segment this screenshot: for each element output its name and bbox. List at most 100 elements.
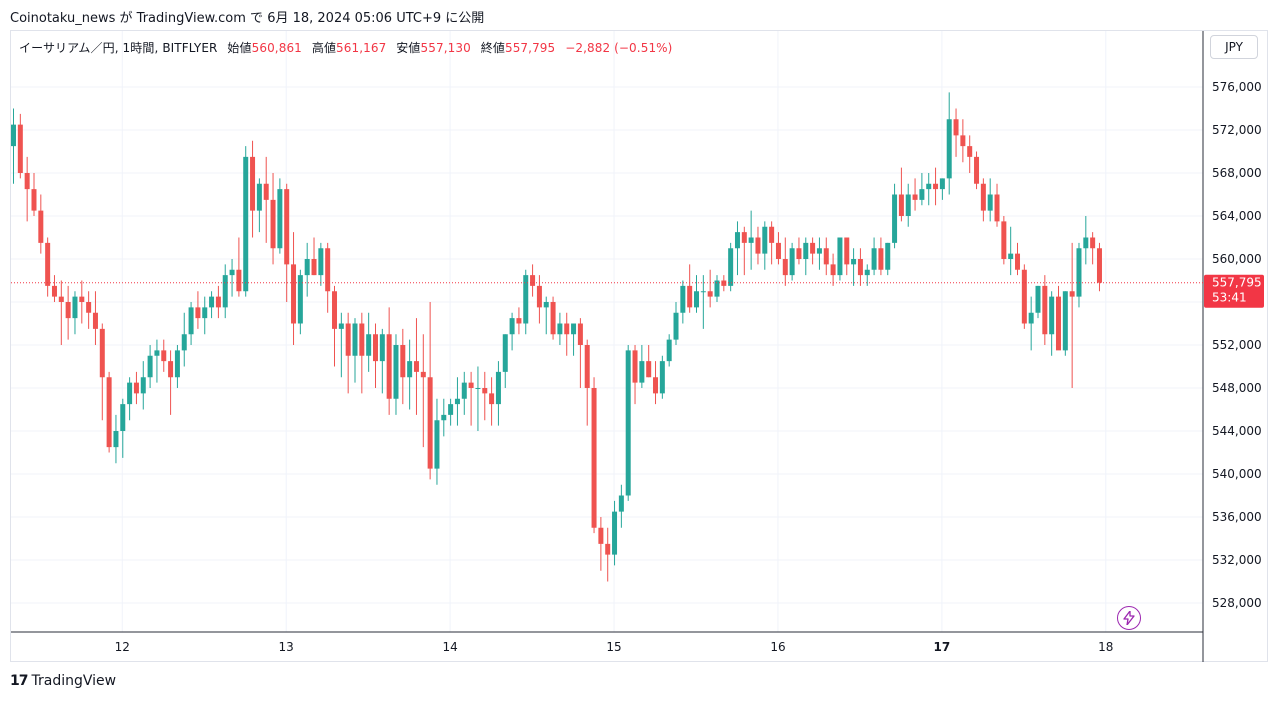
candle-body — [359, 323, 365, 356]
candle-body — [38, 210, 44, 243]
candle-body — [878, 248, 884, 270]
candle-body — [154, 350, 160, 356]
candle-body — [24, 173, 30, 190]
candle-body — [1083, 237, 1089, 249]
candle-body — [543, 302, 549, 308]
candle-body — [1035, 285, 1041, 313]
candle-body — [243, 156, 249, 292]
candle-body — [666, 339, 672, 362]
candle-body — [140, 377, 146, 394]
low-value: 557,130 — [420, 41, 471, 55]
candle-body — [564, 323, 570, 335]
currency-button[interactable]: JPY — [1210, 35, 1258, 59]
candle-body — [557, 323, 563, 335]
candle-body — [297, 275, 303, 324]
candle-body — [311, 259, 317, 276]
close-label: 終値 — [480, 41, 505, 55]
last-price-text: 557,795 — [1212, 276, 1262, 290]
footer-brand[interactable]: 17 TradingView — [10, 673, 116, 689]
candle-body — [407, 361, 413, 378]
candle-body — [1015, 253, 1021, 270]
candle-body — [188, 307, 194, 335]
candle-body — [284, 189, 290, 265]
candle-body — [653, 377, 659, 394]
high-label: 高値 — [311, 41, 337, 55]
candle-body — [659, 361, 665, 394]
candle-body — [905, 194, 911, 216]
y-tick-label: 564,000 — [1212, 209, 1262, 223]
candle-body — [974, 156, 980, 184]
lightning-icon[interactable] — [1117, 606, 1141, 630]
candle-body — [127, 382, 133, 405]
candle-body — [530, 275, 536, 286]
y-tick-label: 576,000 — [1212, 80, 1262, 94]
candle-body — [372, 334, 378, 362]
x-tick-label: 16 — [770, 640, 785, 654]
candle-body — [99, 328, 105, 378]
candle-body — [133, 382, 139, 394]
candle-body — [728, 248, 734, 286]
candle-body — [51, 285, 57, 297]
candle-body — [885, 242, 891, 270]
candle-body — [1021, 269, 1027, 324]
candle-body — [45, 242, 51, 286]
candle-body — [181, 334, 187, 351]
candle-body — [72, 296, 78, 319]
candle-body — [844, 237, 850, 265]
candle-body — [748, 237, 754, 243]
candle-body — [113, 431, 119, 448]
candle-body — [694, 291, 699, 308]
y-tick-label: 552,000 — [1212, 338, 1262, 352]
candle-body — [707, 291, 713, 297]
candle-body — [489, 393, 495, 405]
close-value: 557,795 — [504, 41, 556, 55]
candle-body — [536, 285, 542, 308]
candle-body — [17, 124, 23, 173]
candle-body — [769, 226, 775, 243]
candle-body — [454, 398, 460, 405]
change-value: −2,882 (−0.51%) — [565, 41, 673, 55]
candle-body — [618, 495, 624, 512]
candle-body — [871, 248, 877, 270]
candle-body — [892, 194, 898, 243]
candle-body — [926, 183, 932, 190]
candle-body — [857, 259, 863, 276]
candle-body — [755, 237, 761, 254]
candle-body — [1076, 248, 1082, 297]
candle-body — [338, 323, 344, 329]
candle-body — [325, 248, 331, 292]
candle-body — [734, 232, 740, 249]
x-tick-label: 17 — [934, 640, 951, 654]
y-tick-label: 532,000 — [1212, 553, 1262, 567]
candle-body — [1008, 253, 1014, 259]
candle-body — [762, 226, 768, 254]
candle-body — [291, 264, 297, 324]
candle-body — [263, 183, 269, 200]
x-tick-label: 15 — [606, 640, 621, 654]
candle-body — [502, 334, 508, 372]
candle-body — [509, 318, 515, 335]
candle-body — [1001, 221, 1007, 259]
candle-body — [980, 183, 986, 211]
y-tick-label: 528,000 — [1212, 596, 1262, 610]
candle-body — [400, 345, 406, 378]
candle-body — [577, 323, 583, 345]
candle-body — [386, 334, 392, 399]
candle-body — [851, 259, 857, 265]
candle-body — [591, 388, 597, 528]
grid-lines — [11, 31, 1204, 662]
candle-body — [86, 302, 92, 313]
candle-body — [782, 259, 788, 276]
candle-body — [120, 404, 126, 431]
candle-body — [1062, 291, 1068, 351]
candle-body — [11, 124, 16, 147]
candle-body — [796, 248, 802, 259]
y-tick-label: 548,000 — [1212, 381, 1262, 395]
candle-body — [174, 350, 180, 378]
candle-body — [345, 323, 351, 356]
candle-body — [434, 420, 440, 469]
candle-body — [222, 275, 228, 308]
y-tick-label: 560,000 — [1212, 252, 1262, 266]
